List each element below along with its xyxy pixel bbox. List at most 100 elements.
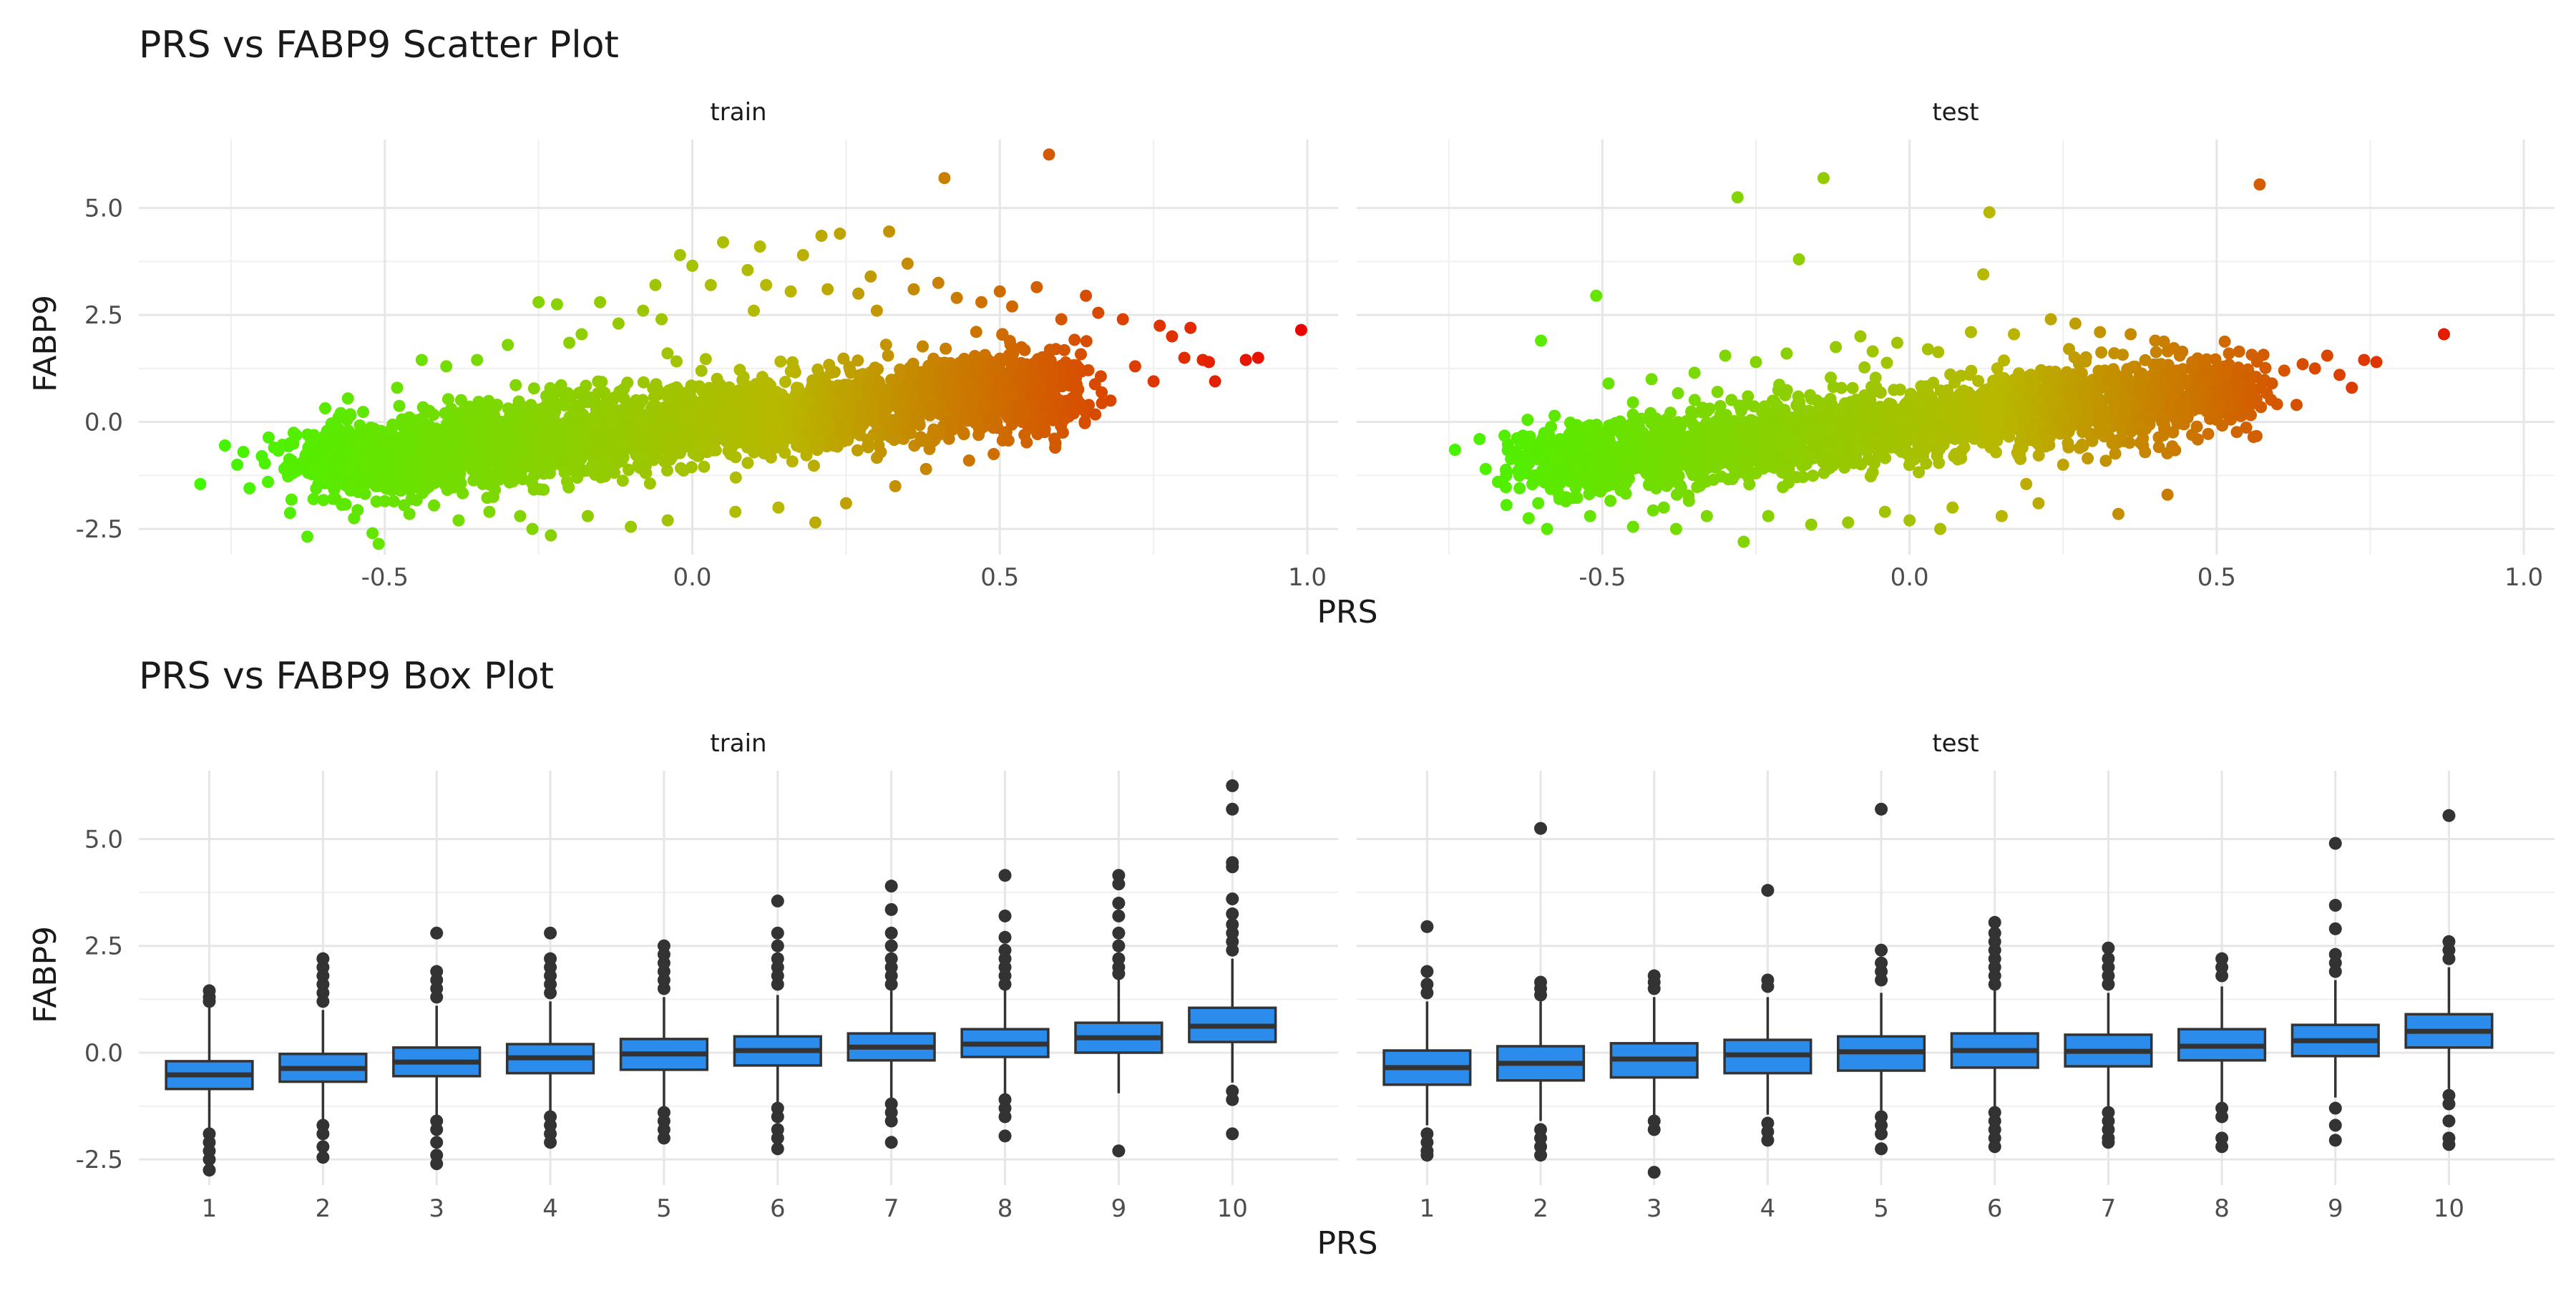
scatter-point: [711, 432, 723, 444]
scatter-point: [670, 401, 682, 413]
scatter-point: [2233, 346, 2245, 358]
scatter-point: [284, 437, 296, 449]
scatter-point: [1955, 370, 1967, 382]
scatter-point: [698, 409, 711, 422]
scatter-point: [1835, 382, 1848, 394]
scatter-point: [595, 472, 607, 484]
scatter-point: [754, 240, 766, 253]
scatter-point: [686, 260, 698, 272]
scatter-point: [1049, 442, 1061, 454]
scatter-point: [940, 343, 952, 355]
scatter-point: [874, 378, 886, 390]
scatter-point: [471, 354, 483, 366]
scatter-point: [1671, 489, 1683, 501]
scatter-point: [880, 338, 892, 351]
scatter-point: [837, 353, 849, 365]
scatter-point: [1117, 313, 1129, 326]
scatter-point: [979, 379, 991, 391]
scatter-point: [711, 373, 723, 385]
scatter-point: [1035, 411, 1048, 423]
scatter-point: [774, 356, 786, 368]
scatter-point: [354, 454, 366, 466]
scatter-point: [563, 337, 575, 349]
scatter-point: [453, 430, 465, 442]
scatter-point: [648, 391, 660, 403]
scatter-point: [733, 364, 746, 376]
scatter-point: [845, 396, 857, 408]
scatter-point: [920, 463, 932, 475]
scatter-point: [455, 477, 467, 489]
scatter-point: [960, 360, 972, 372]
scatter-point: [519, 428, 531, 440]
scatter-point: [362, 469, 374, 481]
scatter-point: [987, 448, 1000, 460]
scatter-point: [486, 401, 498, 414]
scatter-point: [476, 472, 488, 484]
scatter-point: [1018, 429, 1030, 441]
scatter-point: [623, 422, 635, 434]
scatter-section: PRS vs FABP9 Scatter Plot train test -2.…: [27, 24, 2555, 630]
scatter-point: [194, 478, 206, 490]
scatter-point: [354, 484, 366, 497]
scatter-point: [1148, 375, 1160, 387]
scatter-point: [649, 279, 661, 291]
scatter-point: [404, 411, 416, 424]
scatter-point: [794, 441, 806, 453]
scatter-point: [919, 369, 931, 381]
scatter-point: [482, 492, 494, 504]
scatter-point: [871, 305, 883, 317]
scatter-point: [1209, 375, 1221, 387]
scatter-point: [578, 423, 590, 435]
scatter-point: [1252, 351, 1264, 364]
scatter-point: [605, 417, 618, 429]
scatter-point: [1858, 361, 1870, 374]
scatter-point: [517, 454, 530, 467]
scatter-point: [1153, 320, 1166, 332]
scatter-point: [514, 510, 526, 522]
scatter-point: [904, 427, 917, 439]
scatter-point: [473, 401, 485, 413]
scatter-point: [255, 450, 268, 462]
scatter-point: [1513, 469, 1526, 482]
scatter-point: [741, 264, 753, 276]
scatter-point: [729, 506, 741, 518]
scatter-point: [1080, 290, 1092, 302]
scatter-point: [313, 444, 325, 457]
scatter-point: [1932, 346, 1944, 359]
scatter-point: [741, 457, 753, 469]
scatter-point: [243, 482, 255, 495]
scatter-point: [927, 424, 940, 436]
scatter-point: [1944, 369, 1956, 381]
scatter-point: [598, 457, 610, 469]
scatter-point: [1166, 331, 1178, 343]
scatter-point: [1203, 356, 1215, 368]
scatter-point: [416, 354, 428, 366]
scatter-point: [439, 439, 451, 452]
scatter-point: [404, 508, 416, 520]
scatter-point: [655, 313, 668, 326]
scatter-point: [637, 305, 649, 317]
scatter-point: [978, 401, 990, 413]
scatter-point: [963, 454, 975, 467]
scatter-point: [630, 394, 643, 406]
scatter-point: [379, 495, 391, 507]
scatter-point: [1048, 373, 1060, 385]
scatter-point: [661, 464, 673, 477]
scatter-point: [595, 376, 608, 388]
scatter-point: [723, 389, 736, 401]
scatter-point: [2099, 454, 2112, 467]
scatter-point: [1104, 394, 1116, 406]
scatter-point: [562, 482, 575, 494]
scatter-point: [572, 447, 584, 459]
scatter-point: [428, 500, 440, 512]
scatter-point: [490, 474, 502, 487]
scatter-point: [1005, 384, 1018, 396]
scatter-point: [391, 381, 403, 394]
scatter-point: [286, 494, 298, 506]
scatter-point: [1888, 384, 1900, 396]
scatter-point: [308, 493, 320, 505]
scatter-point: [419, 429, 431, 442]
scatter-point: [1066, 392, 1078, 404]
scatter-point: [594, 296, 606, 308]
scatter-point: [962, 377, 975, 389]
